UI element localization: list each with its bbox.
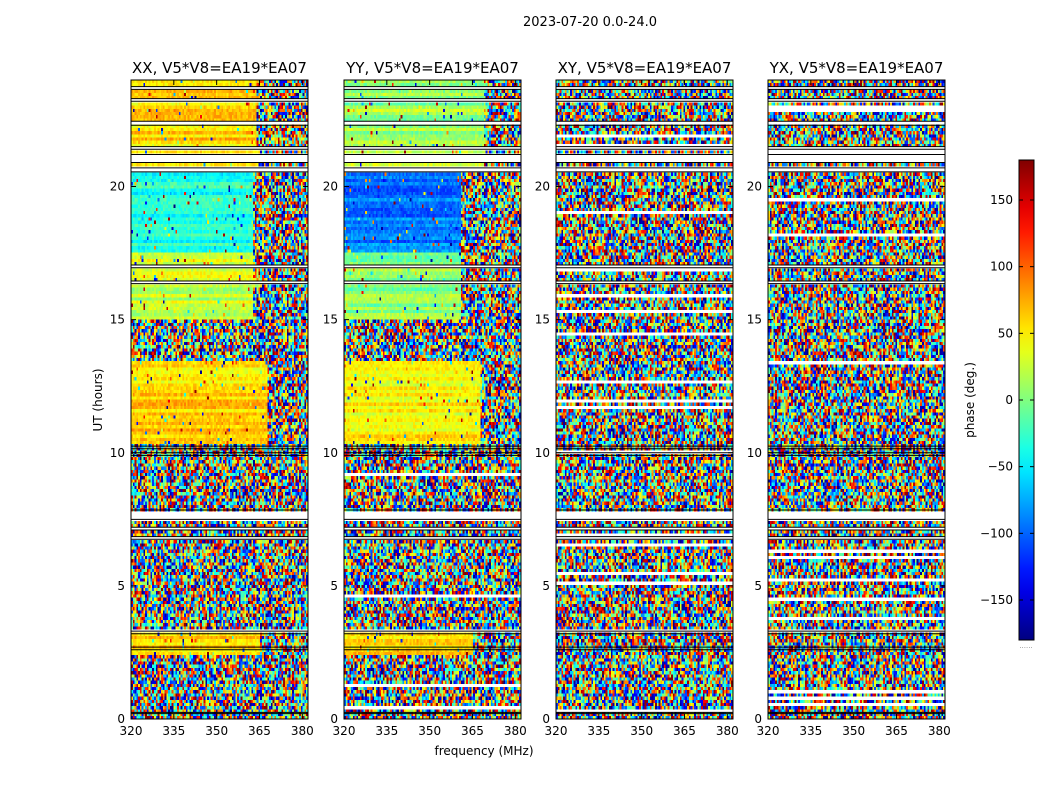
x-tick-label: 320	[333, 724, 356, 738]
panel-frame	[555, 79, 734, 720]
panel-yx: YX, V5*V8=EA19*EA07 320 335 350 365 380 0 5 10 15…	[747, 59, 951, 738]
y-tick-label: 5	[117, 579, 125, 593]
colorbar-label: phase (deg.)	[963, 362, 977, 438]
phase-heatmap	[556, 80, 733, 719]
colorbar-tick-label: 100	[990, 260, 1013, 274]
phase-heatmap	[131, 80, 308, 719]
x-tick-label: 350	[418, 724, 441, 738]
x-tick-label: 380	[504, 724, 527, 738]
x-tick-label: 365	[885, 724, 908, 738]
panel-title: XY, V5*V8=EA19*EA07	[558, 59, 732, 77]
colorbar: 150 100 50 0 −50 −100 −150 phase (deg.)......	[963, 159, 1035, 650]
x-tick-label: 350	[205, 724, 228, 738]
colorbar-tick-label: −150	[980, 593, 1013, 607]
figure-suptitle: 2023-07-20 0.0-24.0	[523, 15, 657, 30]
x-tick-label: 320	[120, 724, 143, 738]
y-tick-label: 0	[117, 712, 125, 726]
panel-title: XX, V5*V8=EA19*EA07	[132, 59, 307, 77]
colorbar-tick-label: 50	[998, 326, 1013, 340]
x-tick-label: 365	[673, 724, 696, 738]
y-tick-label: 20	[110, 180, 125, 194]
y-tick-label: 20	[747, 180, 762, 194]
panel-title: YY, V5*V8=EA19*EA07	[345, 59, 519, 77]
y-tick-label: 0	[542, 712, 550, 726]
y-tick-label: 5	[754, 579, 762, 593]
panel-title: YX, V5*V8=EA19*EA07	[769, 59, 944, 77]
panel-xy: XY, V5*V8=EA19*EA07 320 335 350 365 380 0 5 10 15…	[535, 59, 739, 738]
panel-frame	[130, 79, 309, 720]
y-tick-label: 15	[535, 313, 550, 327]
x-tick-label: 335	[162, 724, 185, 738]
y-tick-label: 5	[542, 579, 550, 593]
x-tick-label: 380	[291, 724, 314, 738]
y-tick-label: 10	[535, 446, 550, 460]
y-tick-label: 10	[110, 446, 125, 460]
colorbar-tick-label: 0	[1005, 393, 1013, 407]
y-tick-label: 10	[323, 446, 338, 460]
phase-heatmap	[344, 80, 521, 719]
x-axis-label: frequency (MHz)	[434, 744, 533, 758]
y-tick-label: 20	[535, 180, 550, 194]
panel-frame	[767, 79, 946, 720]
y-tick-label: 15	[323, 313, 338, 327]
x-tick-label: 320	[757, 724, 780, 738]
colorbar-tick-label: −50	[988, 460, 1013, 474]
panels-group: XX, V5*V8=EA19*EA07 320 335 350 365 380 0 5 10 15…	[110, 59, 951, 738]
panel-yy: YY, V5*V8=EA19*EA07 320 335 350 365 380 0 5 10 15…	[323, 59, 527, 738]
x-tick-label: 365	[248, 724, 271, 738]
x-tick-label: 335	[375, 724, 398, 738]
x-tick-label: 335	[799, 724, 822, 738]
colorbar-tick-label: 150	[990, 193, 1013, 207]
phase-heatmap	[768, 80, 945, 719]
y-tick-label: 0	[754, 712, 762, 726]
x-tick-label: 350	[842, 724, 865, 738]
x-tick-label: 320	[545, 724, 568, 738]
y-tick-label: 5	[330, 579, 338, 593]
x-tick-label: 380	[716, 724, 739, 738]
y-axis-label: UT (hours)	[91, 368, 105, 431]
panel-frame	[343, 79, 522, 720]
colorbar-tick-label: −100	[980, 526, 1013, 540]
x-tick-label: 350	[630, 724, 653, 738]
y-tick-label: 10	[747, 446, 762, 460]
y-tick-label: 15	[747, 313, 762, 327]
y-tick-label: 0	[330, 712, 338, 726]
y-tick-label: 15	[110, 313, 125, 327]
x-tick-label: 380	[928, 724, 951, 738]
panel-xx: XX, V5*V8=EA19*EA07 320 335 350 365 380 0 5 10 15…	[110, 59, 314, 738]
x-tick-label: 365	[461, 724, 484, 738]
x-tick-label: 335	[587, 724, 610, 738]
y-tick-label: 20	[323, 180, 338, 194]
colorbar-footer: ......	[1019, 642, 1032, 650]
